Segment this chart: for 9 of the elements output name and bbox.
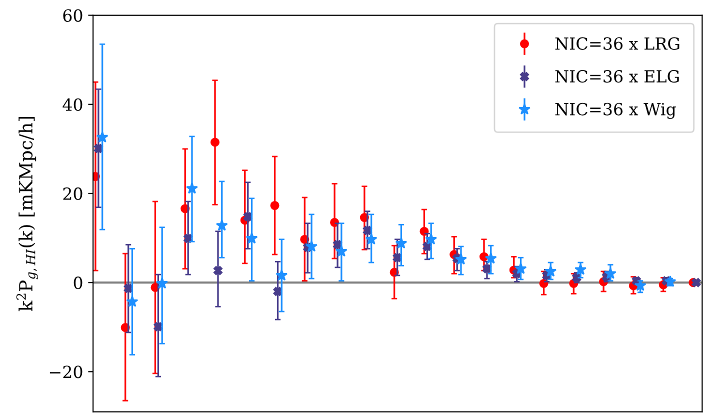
y-tick-label: −20 <box>50 366 82 378</box>
y-axis-title: k$^{2}$P$_{g,HI}$(k) [mKMpc/h] <box>16 116 38 312</box>
y-tick-label: 0 <box>74 276 82 290</box>
legend-label: NIC=36 x LRG <box>555 37 680 50</box>
y-tick-label: 60 <box>63 9 82 22</box>
legend-label: NIC=36 x Wig <box>555 102 676 119</box>
y-tick-label: 20 <box>63 187 82 200</box>
legend-label: NIC=36 x ELG <box>555 70 679 83</box>
y-tick-label: 40 <box>62 98 82 111</box>
